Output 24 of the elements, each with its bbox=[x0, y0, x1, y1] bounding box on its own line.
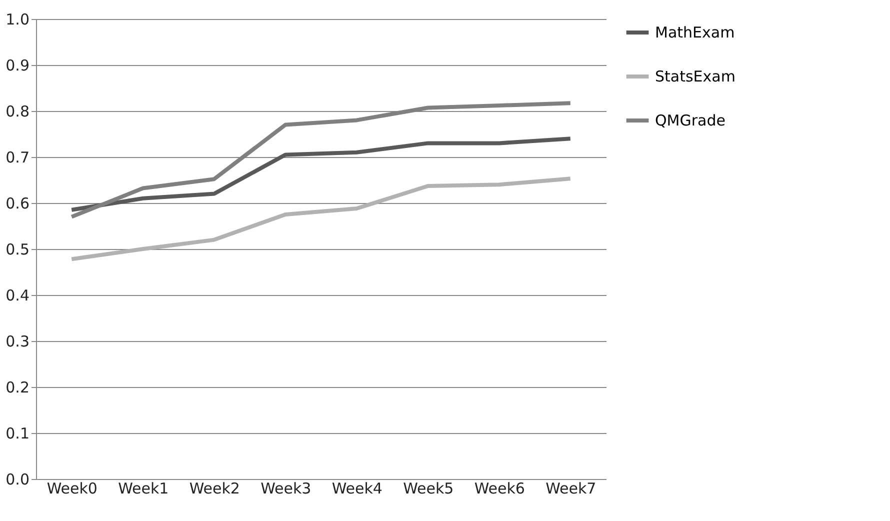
y-tick-label: 0.7 bbox=[6, 148, 30, 166]
legend-label: QMGrade bbox=[655, 112, 726, 130]
x-tick-label: Week2 bbox=[189, 480, 240, 498]
y-tick-label: 0.1 bbox=[6, 424, 30, 442]
x-tick-label: Week3 bbox=[260, 480, 312, 498]
legend-label: StatsExam bbox=[655, 68, 736, 86]
line-series bbox=[70, 136, 572, 212]
x-tick-label: Week5 bbox=[403, 480, 454, 498]
y-tick-label: 0.0 bbox=[6, 470, 30, 488]
line-series bbox=[70, 176, 572, 262]
y-tick-label: 0.4 bbox=[6, 286, 30, 304]
legend-label: MathExam bbox=[655, 24, 735, 42]
x-tick-label: Week4 bbox=[332, 480, 382, 498]
y-tick-label: 0.8 bbox=[6, 102, 30, 120]
x-tick-label: Week0 bbox=[46, 480, 98, 498]
x-tick-label: Week1 bbox=[118, 480, 169, 498]
y-tick-label: 0.6 bbox=[6, 194, 30, 212]
y-tick-label: 0.2 bbox=[6, 378, 30, 396]
y-tick-label: 0.9 bbox=[6, 56, 30, 74]
y-tick-label: 1.0 bbox=[6, 10, 30, 28]
x-tick-label: Week6 bbox=[474, 480, 525, 498]
x-tick-label: Week7 bbox=[546, 480, 596, 498]
y-tick-label: 0.5 bbox=[6, 240, 30, 258]
y-tick-label: 0.3 bbox=[6, 332, 30, 350]
